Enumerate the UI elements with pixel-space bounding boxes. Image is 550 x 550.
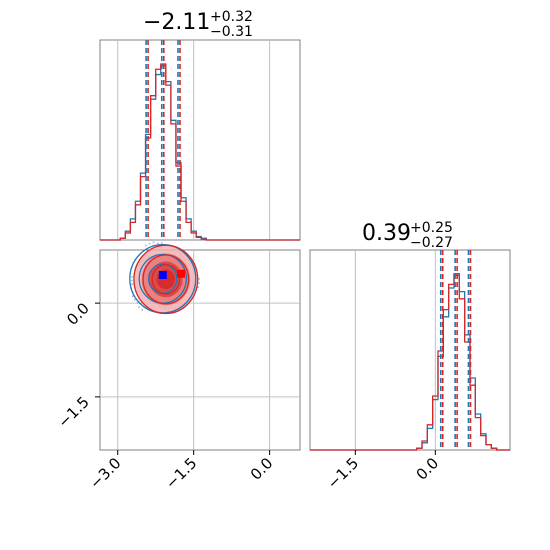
title-lower-error: −0.27	[410, 235, 453, 251]
x-tick-label: −3.0	[86, 454, 124, 492]
scatter-point	[152, 241, 155, 244]
x-tick-label: −1.5	[162, 454, 200, 492]
contour-panel: −3.0 −1.5 0.0 0.0 −1.5	[54, 241, 301, 493]
scatter-point	[131, 276, 133, 278]
truth-marker	[177, 269, 186, 278]
scatter-point	[160, 242, 163, 244]
contour-line	[133, 244, 199, 315]
scatter-point	[131, 279, 133, 282]
contour-line	[142, 254, 190, 305]
title-median: −2.11	[143, 10, 210, 35]
truth-marker	[158, 271, 167, 279]
panel-title: −2.11 +0.32 −0.31	[143, 9, 253, 40]
axes-frame	[99, 39, 301, 241]
title-upper-error: +0.25	[410, 220, 453, 236]
scatter-point	[148, 242, 151, 245]
scatter-point	[133, 298, 136, 301]
x-tick-label: 0.0	[413, 454, 443, 484]
scatter-point	[198, 282, 200, 284]
scatter-point	[131, 295, 134, 298]
scatter-point	[157, 242, 159, 245]
y-tick-label: 0.0	[63, 299, 93, 329]
histogram-panel-x: −2.11 +0.32 −0.31	[99, 9, 301, 241]
panel-title: 0.39 +0.25 −0.27	[362, 220, 453, 251]
scatter-point	[141, 308, 144, 311]
scatter-point	[198, 277, 201, 280]
title-upper-error: +0.32	[210, 9, 253, 25]
axes-frame	[99, 249, 301, 451]
scatter-point	[197, 286, 200, 289]
title-median: 0.39	[362, 221, 411, 246]
histogram-panel-y: −1.5 0.0 0.39 +0.25 −0.27	[309, 220, 511, 493]
scatter-point	[131, 283, 134, 286]
y-tick-label: −1.5	[54, 393, 92, 431]
scatter-point	[138, 306, 140, 309]
x-tick-label: 0.0	[247, 454, 277, 484]
histogram-series	[100, 63, 300, 241]
x-tick-label: −1.5	[324, 454, 362, 492]
histogram-series	[310, 274, 510, 451]
scatter-point	[136, 301, 139, 304]
axes-frame	[309, 249, 511, 451]
title-lower-error: −0.31	[210, 24, 253, 40]
contour-line	[151, 264, 181, 295]
scatter-point	[144, 244, 147, 247]
